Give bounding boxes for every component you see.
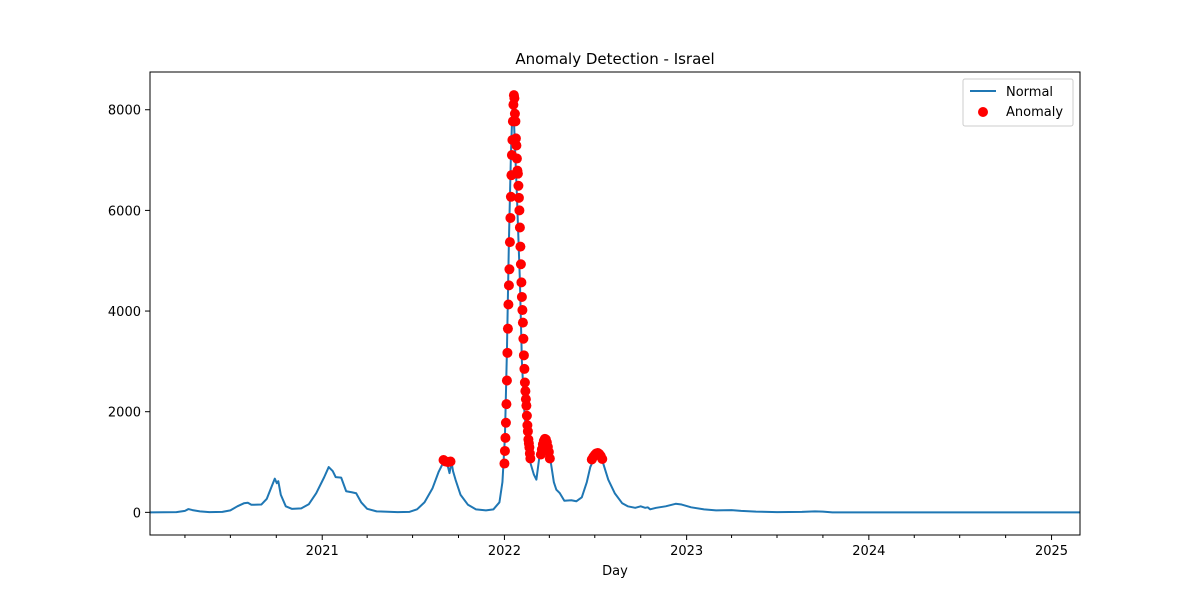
anomaly-point [509, 108, 520, 119]
anomaly-point [518, 333, 529, 344]
anomaly-point [505, 191, 516, 202]
anomaly-point [515, 259, 526, 270]
anomaly-point [502, 323, 513, 334]
anomaly-point [517, 317, 528, 328]
x-tick-label: 2021 [306, 544, 339, 559]
anomaly-point [505, 212, 516, 223]
y-tick-label: 2000 [108, 406, 141, 421]
anomaly-point [516, 277, 527, 288]
anomaly-point [510, 116, 521, 127]
x-tick-label: 2022 [488, 544, 521, 559]
anomaly-point [518, 350, 529, 361]
anomaly-point [544, 453, 555, 464]
chart-title: Anomaly Detection - Israel [515, 50, 714, 68]
anomaly-point [515, 241, 526, 252]
axes-frame [149, 71, 1081, 536]
y-tick-label: 4000 [108, 305, 141, 320]
anomaly-point [500, 432, 511, 443]
anomaly-point [502, 347, 513, 358]
anomaly-point [501, 399, 512, 410]
y-tick-label: 8000 [108, 104, 141, 119]
anomaly-point [500, 417, 511, 428]
anomaly-point [513, 180, 524, 191]
anomaly-point [516, 291, 527, 302]
anomaly-point [597, 454, 608, 465]
x-tick-label: 2023 [670, 544, 703, 559]
legend-anomaly-label: Anomaly [1006, 105, 1063, 120]
anomaly-point [499, 458, 510, 469]
anomaly-point [499, 445, 510, 456]
anomaly-point [514, 205, 525, 216]
anomaly-point [519, 363, 530, 374]
plot-area [149, 90, 1080, 514]
anomaly-point [445, 456, 456, 467]
anomaly-point [503, 299, 514, 310]
anomaly-point [504, 237, 515, 248]
y-tick-label: 6000 [108, 204, 141, 219]
anomaly-point [511, 140, 522, 151]
x-axis-label: Day [602, 564, 628, 579]
anomaly-point [517, 305, 528, 316]
anomaly-point [521, 410, 532, 421]
legend-normal-label: Normal [1006, 85, 1053, 100]
anomaly-point [522, 426, 533, 437]
anomaly-point [509, 93, 520, 104]
anomaly-point [513, 192, 524, 203]
anomaly-point [521, 400, 532, 411]
legend: Normal Anomaly [962, 78, 1074, 127]
anomaly-point [514, 222, 525, 233]
anomaly-point [501, 375, 512, 386]
anomaly-point [512, 168, 523, 179]
x-tick-label: 2025 [1035, 544, 1068, 559]
anomaly-point [504, 264, 515, 275]
anomaly-point [519, 377, 530, 388]
legend-anomaly-swatch [978, 107, 988, 117]
y-tick-label: 0 [133, 506, 141, 521]
anomaly-point [503, 280, 514, 291]
y-axis: 0 2000 4000 6000 8000 [108, 104, 150, 521]
anomaly-point [520, 386, 531, 397]
x-tick-label: 2024 [852, 544, 885, 559]
anomaly-point [525, 453, 536, 464]
anomaly-point [511, 153, 522, 164]
